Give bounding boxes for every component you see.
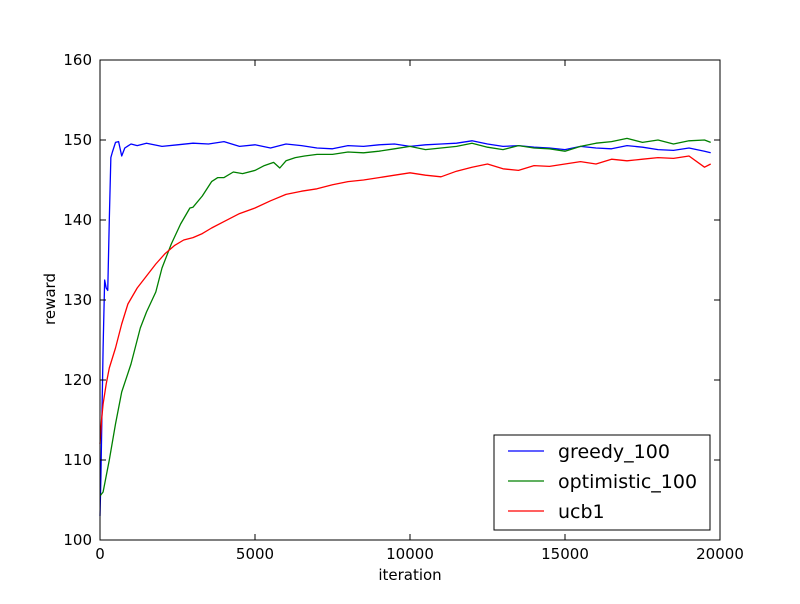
series-line-greedy_100 xyxy=(99,140,711,517)
y-tick-label: 140 xyxy=(63,211,92,229)
series-line-optimistic_100 xyxy=(99,137,711,497)
y-tick-label: 120 xyxy=(63,371,92,389)
y-tick-label: 160 xyxy=(63,51,92,69)
ticks-layer: 0 5000 10000 15000 20000 100 110 120 130 140 150 16… xyxy=(63,51,744,563)
y-tick-label: 130 xyxy=(63,291,92,309)
x-tick-label: 5000 xyxy=(236,545,274,563)
y-tick-label: 110 xyxy=(63,451,92,469)
y-tick-label: 100 xyxy=(63,531,92,549)
legend-label-optimistic_100: optimistic_100 xyxy=(558,471,697,493)
x-tick-label: 15000 xyxy=(541,545,589,563)
series-line-ucb1 xyxy=(99,155,711,445)
y-axis-label: reward xyxy=(41,273,59,325)
x-axis-label: iteration xyxy=(378,566,441,584)
legend-label-ucb1: ucb1 xyxy=(558,501,605,523)
x-tick-label: 20000 xyxy=(696,545,744,563)
y-tick-label: 150 xyxy=(63,131,92,149)
x-tick-label: 10000 xyxy=(386,545,434,563)
legend: greedy_100 optimistic_100 ucb1 xyxy=(493,434,711,531)
legend-label-greedy_100: greedy_100 xyxy=(558,441,670,463)
x-tick-label: 0 xyxy=(95,545,105,563)
